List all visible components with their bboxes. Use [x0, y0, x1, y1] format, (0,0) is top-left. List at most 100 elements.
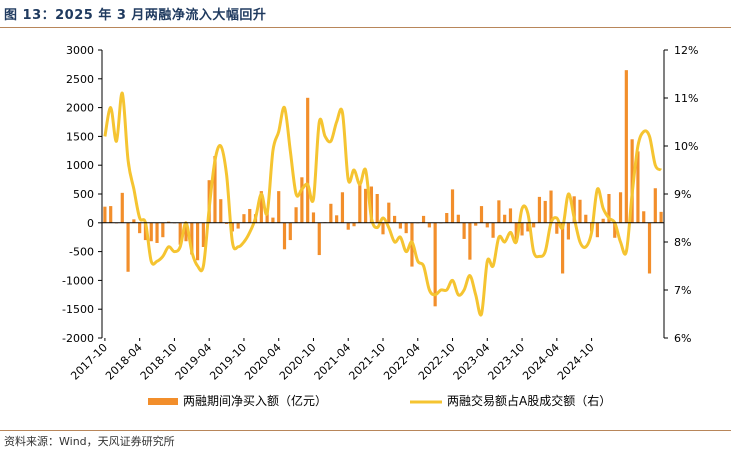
bar [271, 217, 275, 223]
bar [369, 186, 374, 223]
bar [479, 206, 484, 223]
bar [178, 222, 182, 245]
bar [468, 222, 472, 260]
left-tick-label: 2500 [66, 73, 94, 86]
source-note: 资料来源：Wind，天风证券研究所 [4, 435, 175, 448]
right-tick-label: 9% [674, 188, 691, 201]
bar [462, 222, 466, 239]
bar [190, 222, 194, 255]
legend-label-line: 两融交易额占A股成交额（右） [447, 393, 611, 408]
bar [555, 222, 559, 234]
bar [647, 222, 652, 274]
bar [491, 222, 495, 238]
legend-swatch-bar [148, 398, 178, 405]
bar [642, 211, 646, 223]
bar [201, 222, 205, 247]
bar [149, 222, 153, 242]
bar [300, 177, 304, 223]
left-tick-label: 1000 [66, 159, 94, 172]
bar [514, 222, 518, 242]
x-tick-label: 2019-04 [173, 341, 215, 383]
bar [421, 215, 426, 223]
left-tick-label: 500 [73, 188, 94, 201]
bar [294, 207, 298, 223]
x-tick-label: 2022-10 [416, 341, 458, 383]
bar [329, 203, 333, 223]
bar [358, 182, 362, 223]
x-tick-label: 2024-10 [555, 341, 597, 383]
bar [427, 222, 431, 228]
bar [277, 191, 281, 223]
x-tick-label: 2021-04 [312, 341, 354, 383]
bar [317, 222, 321, 256]
left-tick-label: -1500 [62, 303, 94, 316]
bar [213, 155, 217, 223]
bar [126, 222, 130, 272]
x-tick-label: 2018-04 [103, 341, 145, 383]
bar [196, 222, 200, 261]
bar [659, 211, 663, 223]
bar [224, 222, 229, 224]
bar [433, 222, 437, 307]
right-tick-label: 6% [674, 332, 691, 345]
bar [613, 222, 617, 238]
bar [561, 222, 565, 274]
bar [230, 222, 234, 232]
left-tick-label: 2000 [66, 102, 94, 115]
bar [265, 210, 269, 223]
bar [138, 222, 142, 234]
bar [508, 208, 513, 223]
right-tick-label: 11% [674, 92, 698, 105]
bar [167, 221, 171, 223]
x-tick-label: 2020-04 [242, 341, 284, 383]
bar [653, 188, 657, 223]
bar [219, 199, 223, 223]
chart: 3000 2500 2000 1500 1000 500 0 -500 -1000 -1500 -2… [62, 44, 698, 408]
legend: 两融期间净买入额（亿元） 两融交易额占A股成交额（右） [148, 393, 611, 408]
bar [248, 208, 252, 223]
bar [352, 222, 356, 227]
bar [392, 215, 397, 223]
bar [624, 70, 628, 223]
left-tick-label: 1500 [66, 130, 94, 143]
bar [109, 206, 113, 223]
x-tick-label: 2018-10 [138, 341, 180, 383]
bar [474, 222, 478, 226]
bar [184, 222, 188, 242]
x-tick-label: 2019-10 [207, 341, 249, 383]
page-title: 图 13：2025 年 3 月两融净流入大幅回升 [4, 8, 267, 23]
bar [549, 190, 553, 223]
bar [381, 222, 385, 235]
right-tick-label: 10% [674, 140, 698, 153]
bar [543, 200, 547, 223]
bar [236, 222, 240, 229]
footer-divider [0, 430, 731, 431]
bar [259, 191, 263, 223]
bar [364, 188, 368, 223]
x-tick-label: 2024-04 [520, 341, 562, 383]
bar [578, 199, 582, 223]
right-tick-label: 8% [674, 236, 691, 249]
left-tick-label: -1000 [62, 274, 94, 287]
bar [456, 214, 460, 223]
bar [537, 196, 542, 223]
bar [155, 222, 159, 243]
x-tick-label: 2022-04 [381, 341, 423, 383]
bar [120, 192, 124, 223]
bar [532, 222, 536, 228]
x-tick-label: 2023-10 [485, 341, 527, 383]
bar [282, 222, 287, 250]
left-tick-label: 0 [87, 217, 94, 230]
bar [497, 200, 501, 223]
bar [566, 222, 570, 240]
bar [636, 151, 640, 223]
x-tick-label: 2017-10 [68, 341, 110, 383]
bar [288, 222, 292, 241]
legend-label-bar: 两融期间净买入额（亿元） [183, 393, 327, 408]
bar [572, 196, 576, 223]
ratio-line [103, 91, 663, 317]
bar [618, 192, 623, 223]
left-tick-label: -500 [69, 246, 94, 259]
bar [398, 222, 402, 229]
right-tick-label: 12% [674, 44, 698, 57]
